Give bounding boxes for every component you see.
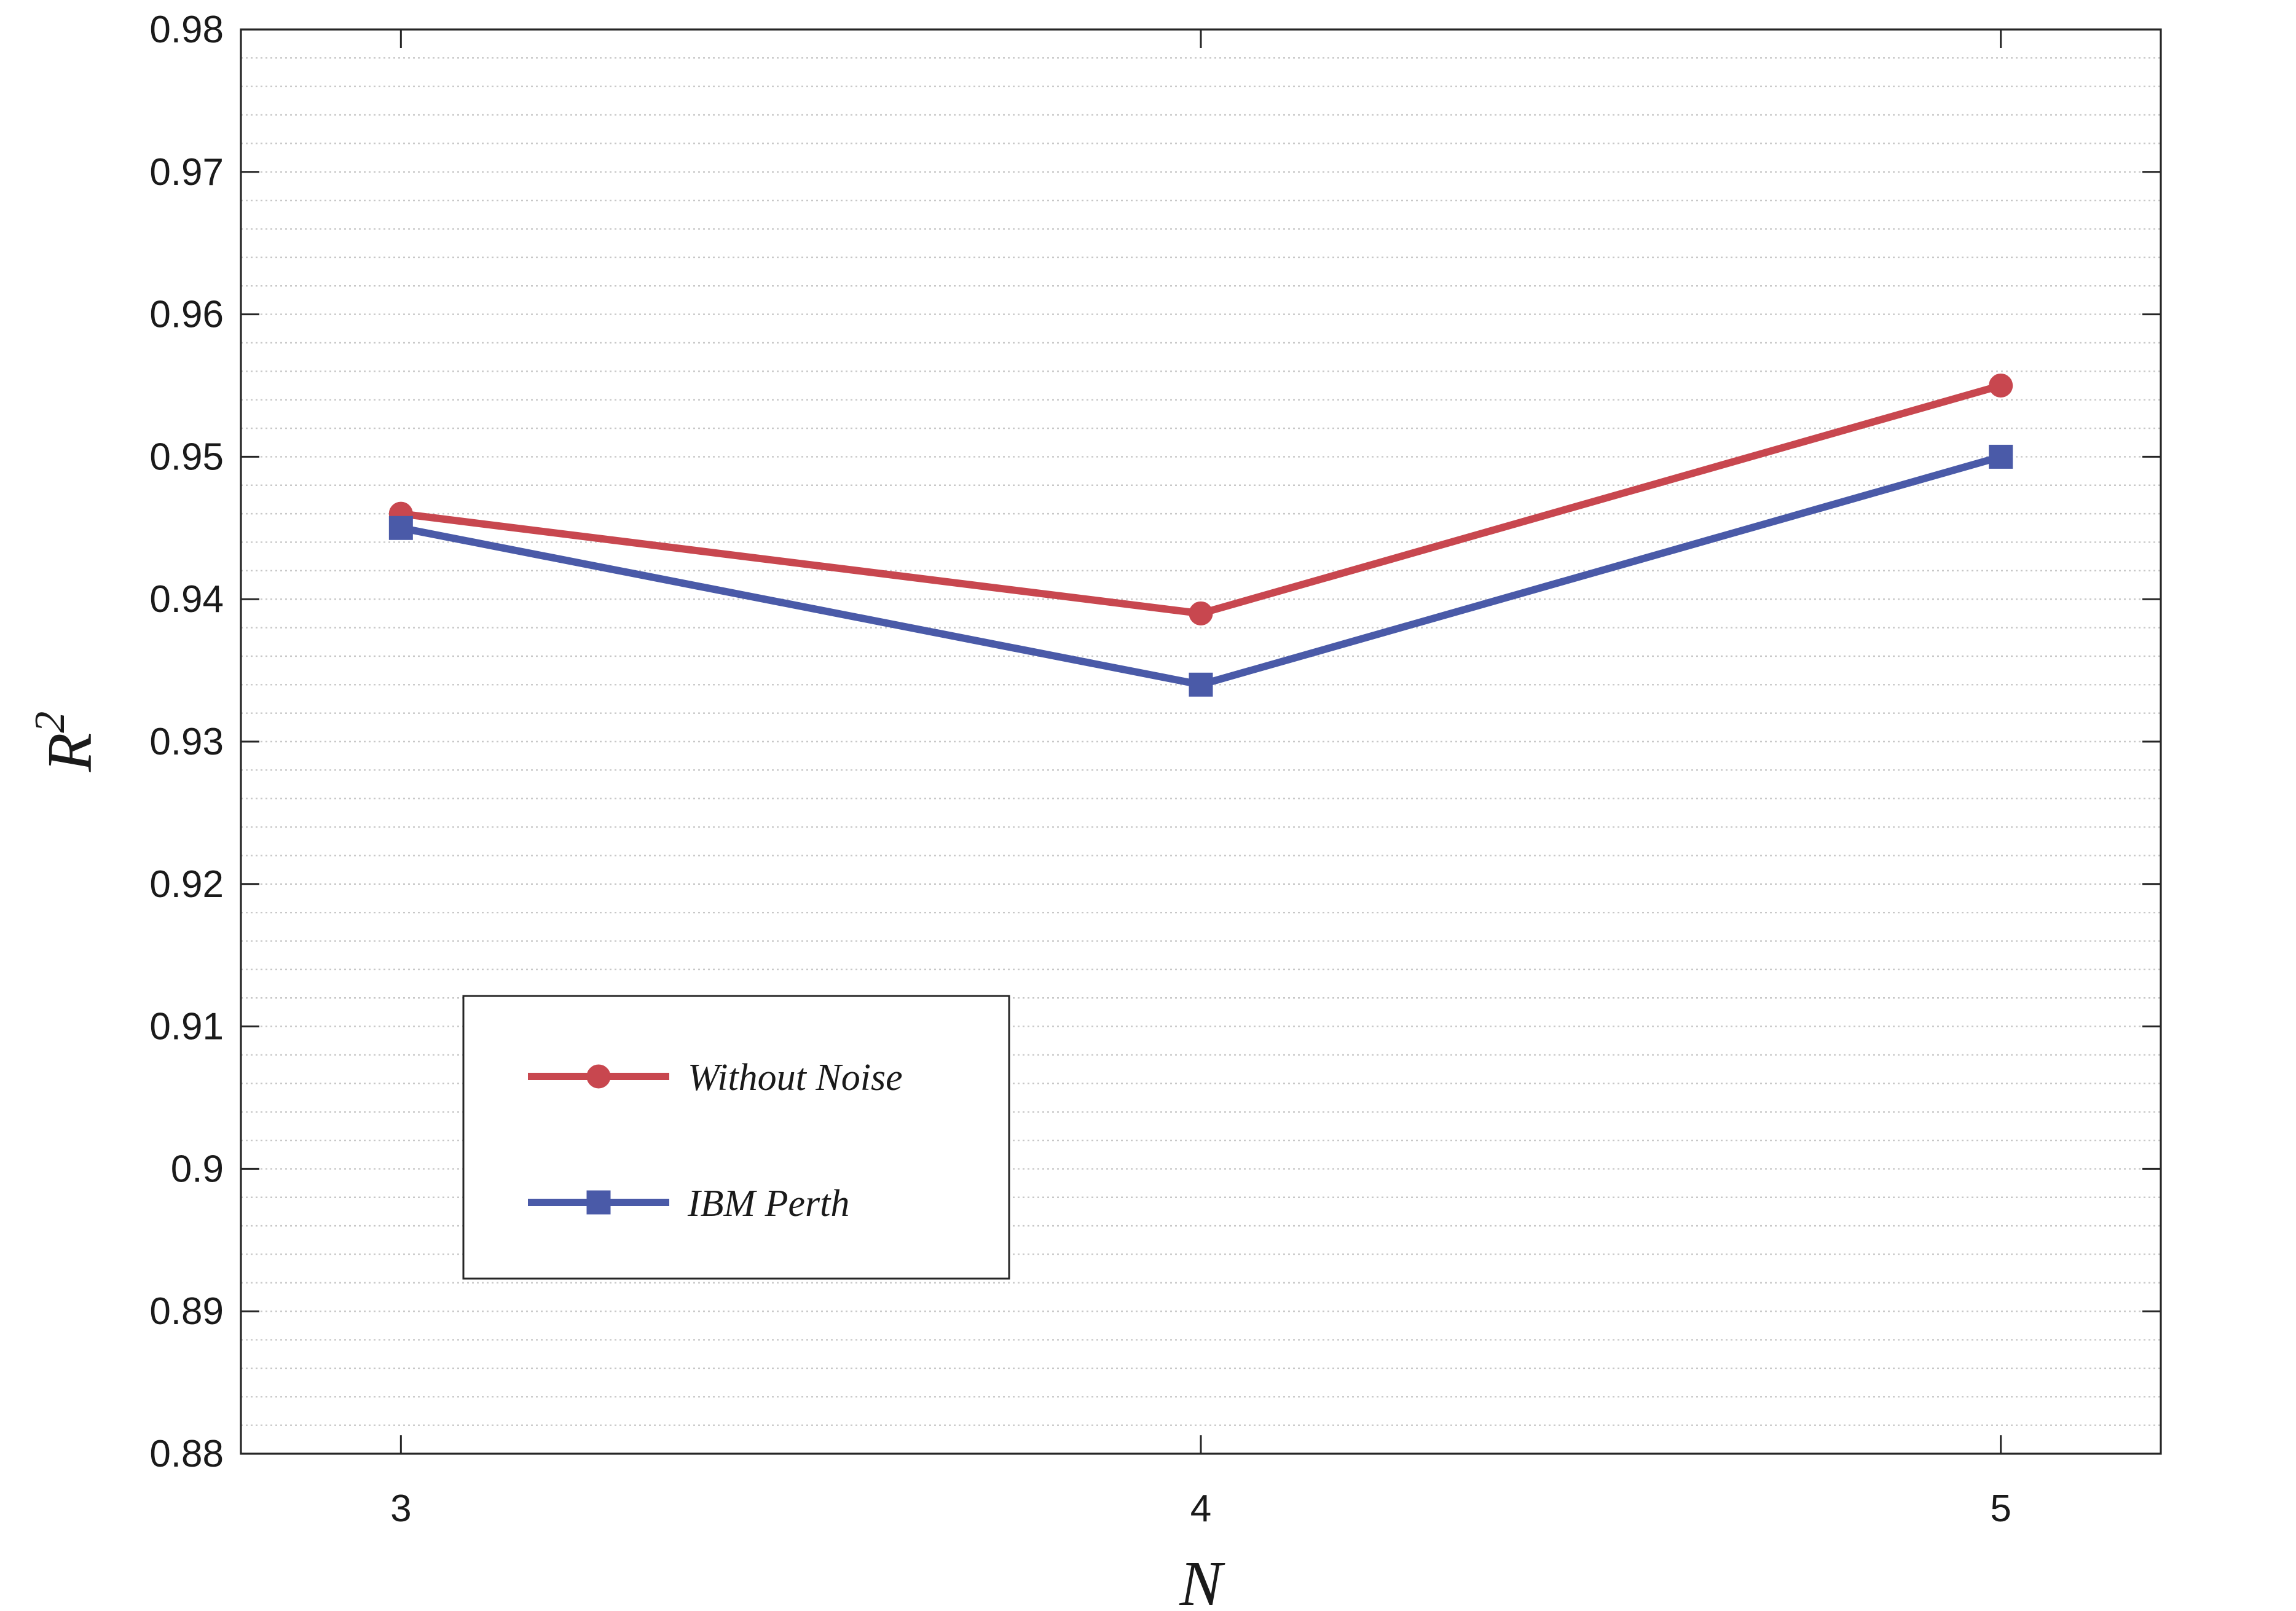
y-tick-label: 0.93 [149,721,224,763]
x-axis-title: N [1179,1548,1225,1611]
data-point [1989,374,2013,398]
y-axis-title-superscript: 2 [26,711,74,733]
data-point [1989,444,2013,469]
series-layer [388,374,2013,697]
series [388,444,2013,697]
x-tick-label: 4 [1190,1488,1211,1530]
axes-layer: 0.88 0.89 0.9 0.91 0.92 0.93 0.94 0.95 0.96 0.97 0… [26,9,2162,1611]
data-point [388,515,413,540]
series-line [400,382,2002,617]
grid-layer [241,57,2161,1426]
legend-label: Without Noise [688,1057,903,1099]
y-tick-label: 0.97 [149,151,224,194]
y-axis-title: R2 [26,711,105,773]
y-tick-label: 0.88 [149,1433,224,1475]
y-tick-label: 0.89 [149,1290,224,1333]
data-point [586,1064,611,1089]
y-tick-label: 0.96 [149,294,224,336]
series [388,374,2013,625]
y-tick-label: 0.94 [149,578,224,621]
y-tick-label: 0.98 [149,9,224,51]
data-point [1189,672,1213,697]
legend-box [462,995,1010,1280]
legend-item: IBM Perth [528,1183,849,1225]
y-tick-label: 0.9 [171,1148,224,1190]
legend-label: IBM Perth [687,1183,849,1225]
data-point [586,1190,611,1215]
legend: Without Noise IBM Perth [462,995,1010,1280]
legend-item: Without Noise [528,1057,903,1099]
y-axis-title-base: R [34,733,105,773]
data-point [1189,601,1213,625]
x-tick-label: 5 [1990,1488,2011,1530]
x-tick-label: 3 [390,1488,411,1530]
y-tick-label: 0.95 [149,436,224,478]
y-tick-label: 0.92 [149,863,224,906]
y-tick-label: 0.91 [149,1006,224,1048]
